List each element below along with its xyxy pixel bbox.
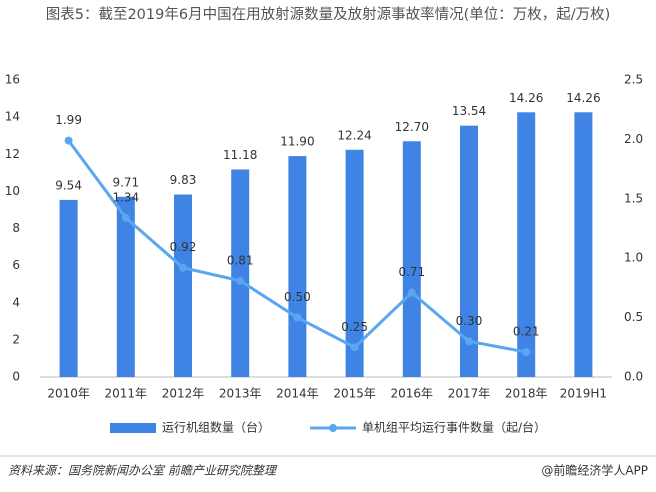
y-tick-label: 6	[12, 258, 20, 272]
line-value-label: 0.92	[170, 240, 197, 254]
bar	[288, 156, 307, 377]
line-point	[407, 288, 416, 297]
line-point	[350, 343, 359, 352]
x-tick-label: 2011年	[105, 387, 148, 401]
bar-value-label: 12.70	[395, 120, 429, 134]
line-value-label: 0.21	[513, 325, 540, 339]
y-tick-label: 2	[12, 332, 20, 346]
line-point	[179, 263, 187, 272]
bar-value-label: 13.54	[452, 104, 486, 118]
line-point	[236, 276, 245, 285]
y-tick-label: 14	[5, 110, 20, 124]
y2-tick-label: 2.5	[624, 73, 643, 87]
bar-value-label: 9.71	[112, 175, 139, 189]
bar-value-label: 14.26	[566, 91, 600, 105]
source: 资料来源：国务院新闻办公室 前瞻产业研究院整理	[8, 464, 278, 478]
bar-value-label: 12.24	[337, 128, 371, 142]
legend-swatch	[329, 424, 338, 432]
y2-tick-label: 1.0	[624, 251, 643, 265]
bar-value-label: 9.83	[170, 173, 197, 187]
line-value-label: 0.50	[284, 290, 311, 304]
bar	[174, 194, 192, 377]
y-tick-label: 8	[12, 221, 20, 235]
bar	[460, 125, 478, 377]
y2-tick-label: 0.0	[624, 370, 643, 384]
x-tick-label: 2012年	[162, 387, 205, 401]
line-point	[64, 136, 73, 145]
x-tick-label: 2018年	[505, 387, 548, 401]
y-tick-label: 16	[5, 73, 20, 87]
bar	[116, 196, 135, 377]
line-value-label: 0.30	[456, 314, 483, 328]
line-value-label: 0.81	[227, 253, 254, 267]
bar	[345, 149, 364, 377]
y-tick-label: 10	[5, 184, 20, 198]
y-tick-label: 0	[12, 370, 20, 384]
line-value-label: 1.34	[112, 190, 139, 204]
bar	[517, 112, 536, 377]
legend-label: 单机组平均运行事件数量（起/台）	[362, 420, 546, 435]
y2-tick-label: 0.5	[624, 310, 643, 324]
x-tick-label: 2010年	[47, 387, 90, 401]
bar-value-label: 11.18	[223, 148, 257, 162]
x-tick-label: 2015年	[333, 387, 376, 401]
line-value-label: 0.71	[398, 265, 425, 279]
line-point	[465, 337, 473, 346]
line-point	[121, 213, 130, 222]
bar-value-label: 9.54	[55, 178, 82, 192]
chart-title: 图表5：截至2019年6月中国在用放射源数量及放射源事故率情况(单位：万枚，起/…	[45, 7, 611, 23]
y-tick-label: 12	[5, 147, 20, 161]
brand: @前瞻经济学人APP	[541, 463, 648, 478]
y2-tick-label: 1.5	[624, 191, 643, 205]
legend-label: 运行机组数量（台）	[162, 420, 270, 435]
line-value-label: 0.25	[341, 320, 368, 334]
line-point	[522, 348, 531, 357]
bar-value-label: 11.90	[280, 135, 314, 149]
y2-tick-label: 2.0	[624, 132, 643, 146]
x-tick-label: 2016年	[391, 387, 434, 401]
bar	[59, 199, 78, 377]
bar-value-label: 14.26	[509, 91, 543, 105]
x-tick-label: 2014年	[276, 387, 319, 401]
x-tick-label: 2017年	[448, 387, 491, 401]
bar	[402, 141, 421, 377]
x-tick-label: 2013年	[219, 387, 262, 401]
bar	[574, 112, 593, 377]
line-value-label: 1.99	[55, 113, 82, 127]
bar	[231, 169, 250, 377]
legend-swatch	[110, 423, 156, 433]
y-tick-label: 4	[12, 295, 20, 309]
line-point	[293, 313, 302, 322]
x-tick-label: 2019H1	[560, 387, 607, 401]
